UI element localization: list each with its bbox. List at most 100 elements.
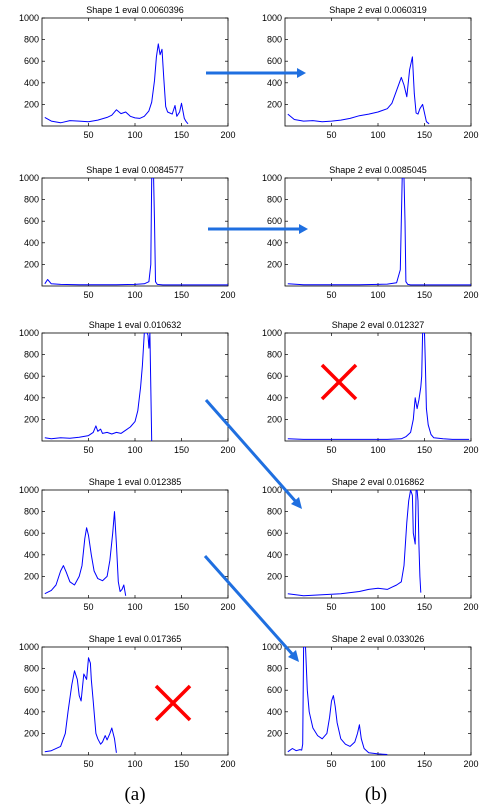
x-tick-label: 50 xyxy=(83,759,93,769)
panel-8: Shape 2 eval 0.016862 50 100 150 200 200 400 60… xyxy=(262,477,479,612)
cross-mark-row5 xyxy=(154,684,192,722)
plot-frame xyxy=(41,177,229,287)
y-tick-label: 400 xyxy=(24,78,39,88)
x-tick-label: 200 xyxy=(220,130,235,140)
y-tick-label: 400 xyxy=(267,393,282,403)
y-tick-label: 600 xyxy=(24,371,39,381)
x-tick-label: 150 xyxy=(174,130,189,140)
x-tick-label: 200 xyxy=(463,602,478,612)
y-tick-label: 200 xyxy=(24,414,39,424)
x-tick-label: 150 xyxy=(417,445,432,455)
x-tick-label: 150 xyxy=(174,290,189,300)
x-tick-label: 200 xyxy=(463,130,478,140)
y-tick-label: 200 xyxy=(267,728,282,738)
series-line xyxy=(44,43,189,125)
plot-frame xyxy=(284,17,472,127)
y-tick-label: 200 xyxy=(24,571,39,581)
arrow-row2 xyxy=(208,224,308,234)
plot-frame xyxy=(284,177,472,287)
cross-mark-row3 xyxy=(320,363,358,401)
panel-title: Shape 2 eval 0.016862 xyxy=(332,477,425,487)
panel-title: Shape 2 eval 0.033026 xyxy=(332,634,425,644)
y-tick-label: 800 xyxy=(267,507,282,517)
series-line xyxy=(287,647,388,755)
x-tick-label: 200 xyxy=(220,290,235,300)
panel-title: Shape 2 eval 0.012327 xyxy=(332,320,425,330)
x-tick-label: 150 xyxy=(417,290,432,300)
y-tick-label: 800 xyxy=(267,195,282,205)
y-tick-label: 800 xyxy=(267,35,282,45)
x-tick-label: 100 xyxy=(127,602,142,612)
x-tick-label: 50 xyxy=(83,130,93,140)
y-tick-label: 400 xyxy=(24,393,39,403)
y-tick-label: 200 xyxy=(267,99,282,109)
x-tick-label: 50 xyxy=(326,602,336,612)
y-tick-label: 800 xyxy=(267,664,282,674)
y-tick-label: 1000 xyxy=(19,485,39,495)
panel-4: Shape 2 eval 0.0085045 50 100 150 200 200 400 6… xyxy=(262,165,479,300)
panel-3: Shape 1 eval 0.0084577 50 100 150 200 200 400 6… xyxy=(19,165,236,300)
y-tick-label: 200 xyxy=(24,259,39,269)
panel-2: Shape 2 eval 0.0060319 50 100 150 200 200 400 6… xyxy=(262,5,479,140)
panel-title: Shape 1 eval 0.0060396 xyxy=(86,5,184,15)
plot-frame xyxy=(284,646,472,756)
series-line xyxy=(44,333,153,441)
arrow-row4-to-row5 xyxy=(203,555,299,662)
y-tick-label: 400 xyxy=(24,707,39,717)
x-tick-label: 200 xyxy=(463,759,478,769)
x-tick-label: 100 xyxy=(127,290,142,300)
series-line xyxy=(287,56,430,125)
panel-9: Shape 1 eval 0.017365 50 100 150 200 200 400 60… xyxy=(19,634,236,769)
x-tick-label: 50 xyxy=(326,290,336,300)
x-tick-label: 100 xyxy=(370,602,385,612)
series-line xyxy=(287,178,471,286)
panel-title: Shape 1 eval 0.017365 xyxy=(89,634,182,644)
x-tick-label: 100 xyxy=(127,445,142,455)
y-tick-label: 400 xyxy=(267,707,282,717)
y-tick-label: 1000 xyxy=(262,328,282,338)
y-tick-label: 400 xyxy=(267,550,282,560)
series-line xyxy=(44,511,127,596)
y-tick-label: 200 xyxy=(267,259,282,269)
panels: Shape 1 eval 0.0060396 50 100 150 200 200 400 6… xyxy=(19,5,479,769)
y-tick-label: 1000 xyxy=(262,642,282,652)
y-tick-label: 800 xyxy=(24,35,39,45)
plot-frame xyxy=(41,489,229,599)
y-tick-label: 400 xyxy=(267,238,282,248)
x-tick-label: 50 xyxy=(83,602,93,612)
x-tick-label: 50 xyxy=(83,290,93,300)
plot-frame xyxy=(284,489,472,599)
panel-1: Shape 1 eval 0.0060396 50 100 150 200 200 400 6… xyxy=(19,5,236,140)
y-tick-label: 600 xyxy=(267,528,282,538)
y-tick-label: 600 xyxy=(24,56,39,66)
panel-10: Shape 2 eval 0.033026 50 100 150 200 200 400 60… xyxy=(262,634,479,769)
y-tick-label: 800 xyxy=(24,350,39,360)
panel-title: Shape 1 eval 0.012385 xyxy=(89,477,182,487)
panel-7: Shape 1 eval 0.012385 50 100 150 200 200 400 60… xyxy=(19,477,236,612)
y-tick-label: 1000 xyxy=(262,173,282,183)
y-tick-label: 1000 xyxy=(19,13,39,23)
y-tick-label: 200 xyxy=(267,414,282,424)
x-tick-label: 50 xyxy=(83,445,93,455)
x-tick-label: 100 xyxy=(127,130,142,140)
y-tick-label: 200 xyxy=(24,728,39,738)
x-tick-label: 150 xyxy=(174,602,189,612)
annotations xyxy=(154,68,358,722)
y-tick-label: 1000 xyxy=(19,642,39,652)
series-line xyxy=(44,178,228,286)
y-tick-label: 600 xyxy=(267,371,282,381)
y-tick-label: 600 xyxy=(24,528,39,538)
y-tick-label: 1000 xyxy=(19,173,39,183)
y-tick-label: 400 xyxy=(24,550,39,560)
x-tick-label: 50 xyxy=(326,445,336,455)
plot-frame xyxy=(41,17,229,127)
x-tick-label: 150 xyxy=(417,759,432,769)
y-tick-label: 400 xyxy=(267,78,282,88)
x-tick-label: 100 xyxy=(370,130,385,140)
panel-title: Shape 1 eval 0.010632 xyxy=(89,320,182,330)
y-tick-label: 600 xyxy=(24,216,39,226)
y-tick-label: 800 xyxy=(24,507,39,517)
arrow-row1 xyxy=(206,68,306,78)
x-tick-label: 200 xyxy=(220,602,235,612)
series-line xyxy=(287,333,470,440)
